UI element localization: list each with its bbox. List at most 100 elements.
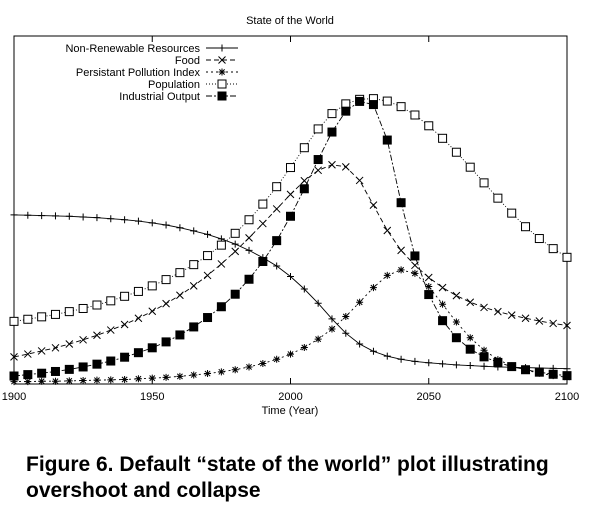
data-point <box>521 365 531 375</box>
data-point <box>162 299 170 308</box>
data-point <box>493 357 503 367</box>
data-point <box>341 162 350 171</box>
data-point <box>190 227 198 235</box>
x-tick-label: 2050 <box>417 391 441 403</box>
data-point <box>466 298 475 307</box>
data-point <box>93 214 101 222</box>
data-point <box>438 283 447 292</box>
data-point <box>65 212 73 220</box>
data-point <box>231 366 239 374</box>
data-point <box>300 285 308 293</box>
data-point <box>383 226 392 235</box>
data-point <box>65 340 74 348</box>
data-point <box>79 213 87 221</box>
data-point <box>396 198 406 208</box>
figure-caption: Figure 6. Default “state of the world” p… <box>26 453 549 502</box>
data-point <box>535 317 544 325</box>
data-point <box>521 222 531 232</box>
data-point <box>258 219 267 228</box>
data-point <box>452 318 460 326</box>
data-point <box>425 359 433 367</box>
data-point <box>286 163 295 173</box>
data-point <box>50 309 60 319</box>
data-point <box>465 162 475 172</box>
series-line <box>13 98 568 322</box>
data-point <box>120 320 129 329</box>
data-point <box>148 219 156 227</box>
data-point <box>37 368 47 378</box>
data-point <box>314 299 322 307</box>
data-point <box>106 296 116 306</box>
data-point <box>507 362 517 372</box>
data-point <box>133 286 143 296</box>
data-point <box>328 325 336 333</box>
state-of-world-chart: State of the World 1900 1950 2000 2050 2100 … <box>2 15 579 417</box>
data-point <box>341 99 351 109</box>
data-point <box>548 369 558 379</box>
data-point <box>480 303 488 312</box>
legend-marker <box>218 56 226 64</box>
data-point <box>78 362 88 372</box>
data-point <box>38 212 46 220</box>
data-point <box>244 274 254 284</box>
series-population <box>9 94 572 326</box>
data-point <box>121 375 129 383</box>
legend-label: Food <box>175 55 200 67</box>
legend-marker <box>217 79 227 89</box>
data-point <box>548 244 558 254</box>
data-point <box>24 378 32 386</box>
data-point <box>562 371 572 381</box>
data-point <box>189 282 198 290</box>
data-point <box>383 271 391 279</box>
data-point <box>23 370 33 380</box>
data-point <box>480 362 488 370</box>
data-point <box>299 184 309 194</box>
data-point <box>121 216 129 224</box>
data-point <box>410 251 420 261</box>
data-point <box>258 257 268 267</box>
data-point <box>521 314 530 323</box>
data-point <box>494 307 502 316</box>
legend-label: Non-Renewable Resources <box>65 43 200 55</box>
data-point <box>287 350 294 358</box>
data-point <box>424 273 433 282</box>
data-point <box>425 283 433 291</box>
data-point <box>410 110 420 120</box>
data-point <box>37 347 46 355</box>
data-point <box>369 284 377 292</box>
data-point <box>148 307 157 316</box>
data-point <box>438 316 448 326</box>
data-point <box>93 331 101 340</box>
data-point <box>217 368 225 376</box>
data-point <box>216 240 226 250</box>
data-point <box>37 312 47 322</box>
data-point <box>355 96 365 106</box>
series-line <box>13 214 568 370</box>
data-point <box>382 135 392 145</box>
data-point <box>51 377 59 385</box>
data-point <box>287 272 294 280</box>
data-point <box>10 211 18 219</box>
data-point <box>534 234 544 244</box>
data-point <box>342 312 350 320</box>
data-point <box>93 376 101 384</box>
data-point <box>328 315 336 323</box>
data-point <box>466 334 474 342</box>
data-point <box>356 298 364 306</box>
data-point <box>10 378 18 386</box>
data-point <box>23 350 32 358</box>
series-food <box>10 160 571 361</box>
data-point <box>273 355 281 363</box>
data-point <box>203 313 213 323</box>
data-point <box>24 211 32 219</box>
data-point <box>424 290 434 300</box>
data-point <box>245 233 253 242</box>
data-point <box>230 228 240 238</box>
x-tick-label: 2100 <box>555 391 579 403</box>
data-point <box>534 367 544 377</box>
data-point <box>327 109 337 119</box>
data-point <box>507 311 516 319</box>
data-point <box>231 240 239 248</box>
x-axis-ticks: 1900 1950 2000 2050 2100 <box>2 36 579 403</box>
data-point <box>23 314 33 324</box>
